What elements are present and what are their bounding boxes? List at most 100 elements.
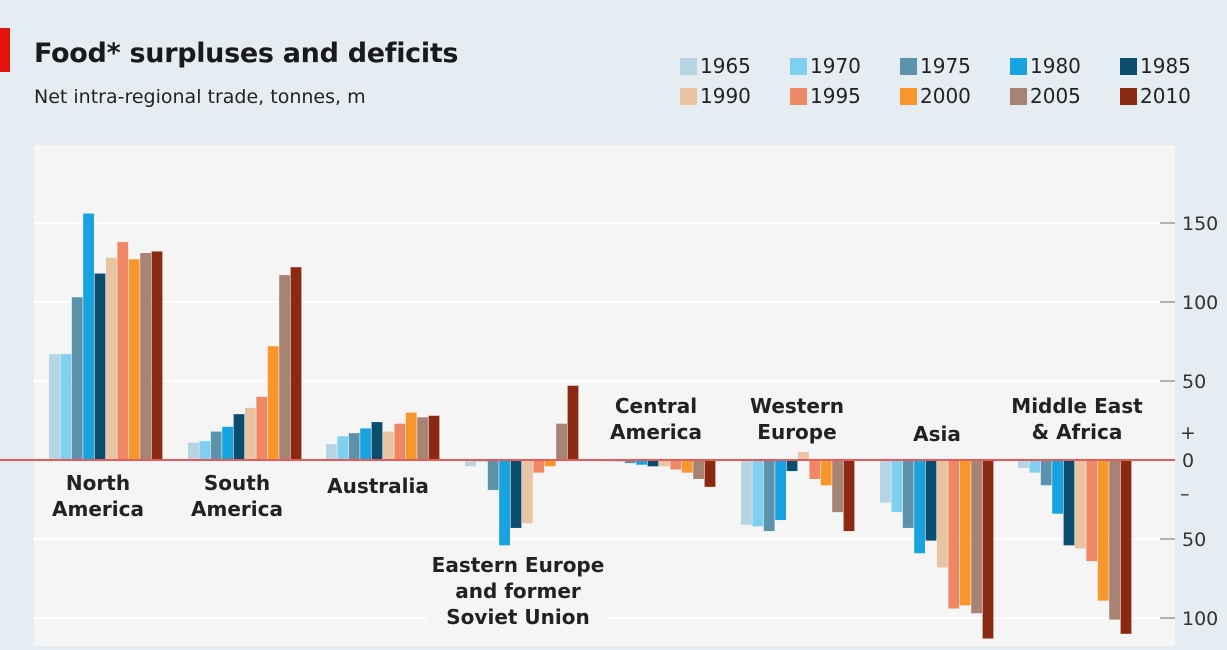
sign-plus-label: + — [1180, 422, 1196, 444]
bar-western-europe-1985 — [786, 460, 798, 472]
y-tick-label: 50 — [1182, 371, 1206, 393]
bar-asia-1990 — [937, 460, 948, 568]
legend-label: 2000 — [920, 84, 971, 108]
bar-asia-2010 — [982, 460, 994, 639]
category-label: and former — [455, 579, 581, 603]
category-label: Central — [615, 394, 697, 418]
bar-north-america-2005 — [140, 253, 151, 460]
bar-north-america-1980 — [83, 213, 94, 460]
bar-south-america-2000 — [267, 346, 279, 460]
category-group — [49, 213, 163, 460]
bar-north-america-1995 — [117, 241, 129, 460]
bar-south-america-1995 — [256, 396, 268, 460]
y-tick-label: 50 — [1182, 529, 1206, 551]
bar-eastern-europe-and-former-soviet-union-1980 — [499, 460, 510, 546]
bar-middle-east-africa-1980 — [1052, 460, 1063, 514]
category-group — [326, 412, 440, 460]
bar-eastern-europe-and-former-soviet-union-1990 — [522, 460, 533, 524]
bar-central-america-1975 — [624, 460, 636, 464]
legend-swatch — [680, 58, 697, 75]
legend-label: 2010 — [1140, 84, 1191, 108]
bar-north-america-1970 — [60, 354, 72, 460]
bar-middle-east-africa-2010 — [1120, 460, 1132, 634]
category-label: Western — [750, 394, 844, 418]
category-group — [1018, 460, 1132, 634]
bar-australia-1990 — [383, 431, 394, 460]
bar-south-america-1965 — [188, 442, 199, 460]
bar-eastern-europe-and-former-soviet-union-1965 — [465, 460, 476, 467]
bar-north-america-1975 — [71, 297, 83, 460]
legend-swatch — [1010, 88, 1027, 105]
category-label: Soviet Union — [446, 605, 589, 629]
bar-south-america-2005 — [279, 275, 290, 460]
legend-item-1990: 1990 — [680, 84, 751, 108]
bar-asia-1975 — [902, 460, 914, 528]
category-label: Eastern Europe — [432, 553, 605, 577]
y-tick-label: 150 — [1182, 213, 1218, 235]
bar-central-america-1980 — [636, 460, 647, 465]
bar-eastern-europe-and-former-soviet-union-1995 — [533, 460, 545, 473]
bar-australia-1970 — [337, 436, 349, 460]
bar-western-europe-1975 — [763, 460, 775, 532]
bar-australia-1985 — [371, 422, 383, 460]
chart-subtitle: Net intra-regional trade, tonnes, m — [34, 86, 366, 108]
bar-middle-east-africa-2005 — [1109, 460, 1120, 620]
bar-asia-2000 — [959, 460, 971, 606]
legend-item-1980: 1980 — [1010, 54, 1081, 78]
category-group — [741, 452, 855, 532]
y-tick-label: 100 — [1182, 608, 1218, 630]
legend-swatch — [1120, 58, 1137, 75]
bar-australia-1980 — [360, 428, 371, 460]
bar-western-europe-2000 — [820, 460, 832, 486]
legend-label: 1975 — [920, 54, 971, 78]
bar-central-america-1985 — [647, 460, 659, 467]
bar-western-europe-2005 — [832, 460, 843, 513]
bar-australia-2000 — [405, 412, 417, 460]
category-group — [188, 267, 302, 460]
legend-label: 1995 — [810, 84, 861, 108]
brand-red-tag — [0, 28, 10, 72]
bar-middle-east-africa-1970 — [1029, 460, 1041, 473]
legend-item-2000: 2000 — [900, 84, 971, 108]
bar-western-europe-1965 — [741, 460, 752, 525]
bar-asia-1980 — [914, 460, 925, 554]
category-label: America — [52, 497, 144, 521]
legend-swatch — [790, 58, 807, 75]
bar-western-europe-2010 — [843, 460, 855, 532]
bar-asia-2005 — [971, 460, 982, 614]
chart-title: Food* surpluses and deficits — [34, 38, 459, 69]
bar-south-america-1970 — [199, 441, 211, 460]
y-tick-label: 0 — [1182, 450, 1194, 472]
bar-central-america-2000 — [681, 460, 693, 473]
legend-label: 2005 — [1030, 84, 1081, 108]
legend-label: 1965 — [700, 54, 751, 78]
legend-item-2005: 2005 — [1010, 84, 1081, 108]
bar-asia-1985 — [925, 460, 937, 541]
category-label: Australia — [327, 474, 429, 498]
bar-south-america-1980 — [222, 426, 233, 460]
legend-swatch — [900, 58, 917, 75]
bar-australia-1995 — [394, 423, 406, 460]
bar-central-america-1990 — [659, 460, 670, 467]
bar-eastern-europe-and-former-soviet-union-2005 — [556, 423, 567, 460]
bar-south-america-2010 — [290, 267, 302, 460]
sign-minus-label: – — [1180, 483, 1190, 505]
bar-central-america-1995 — [670, 460, 682, 470]
bar-middle-east-africa-1990 — [1075, 460, 1086, 549]
category-group — [465, 385, 579, 546]
legend-swatch — [790, 88, 807, 105]
bar-eastern-europe-and-former-soviet-union-1975 — [487, 460, 499, 491]
bar-south-america-1985 — [233, 414, 245, 460]
category-label-background — [426, 550, 610, 634]
bar-north-america-1985 — [94, 273, 106, 460]
category-label: & Africa — [1032, 420, 1123, 444]
bar-australia-2010 — [428, 415, 440, 460]
bar-australia-1975 — [348, 433, 360, 460]
category-label: America — [610, 420, 702, 444]
legend-item-1975: 1975 — [900, 54, 971, 78]
legend-swatch — [1010, 58, 1027, 75]
legend-item-2010: 2010 — [1120, 84, 1191, 108]
legend-item-1970: 1970 — [790, 54, 861, 78]
legend-item-1995: 1995 — [790, 84, 861, 108]
category-label: America — [191, 497, 283, 521]
